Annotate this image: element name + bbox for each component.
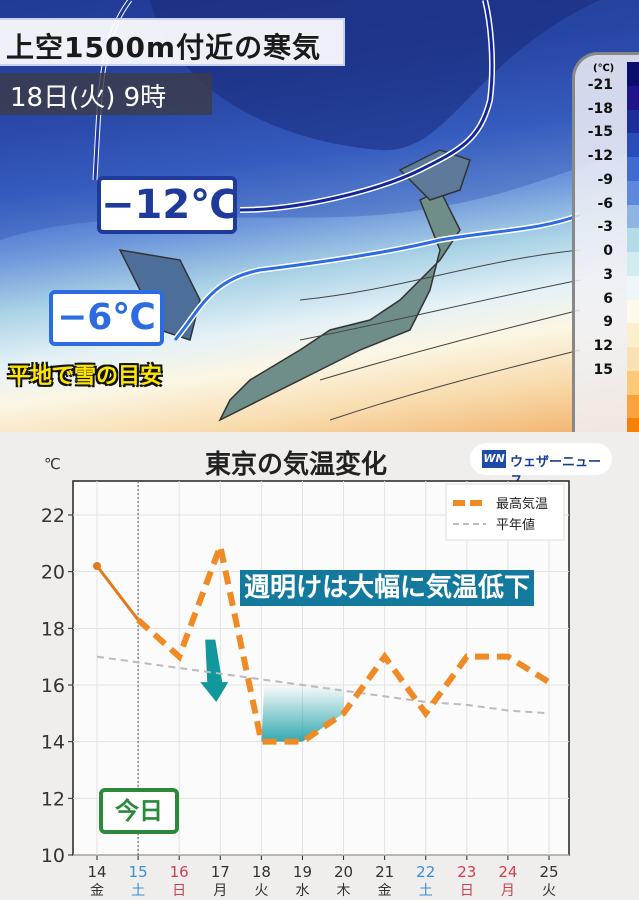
y-axis-unit: ℃: [44, 455, 61, 473]
legend-tick: -6: [597, 195, 613, 212]
legend-swatch: [627, 299, 639, 324]
x-tick-label-weekday: 日: [172, 883, 186, 899]
x-tick-label-day: 16: [170, 863, 189, 881]
series-line-observed: [95, 565, 140, 621]
legend-tick: -3: [597, 219, 613, 236]
legend-swatch: [627, 157, 639, 181]
series-line-max-temp: [136, 535, 551, 745]
y-tick-label: 10: [41, 845, 65, 867]
legend-swatch: [627, 85, 639, 110]
legend-swatch: [627, 370, 639, 395]
x-tick-label-day: 25: [539, 863, 558, 881]
annotation-callout: 週明けは大幅に気温低下: [240, 570, 535, 606]
today-badge: 今日: [99, 788, 179, 834]
legend-tick: 9: [603, 314, 613, 331]
x-tick-label-weekday: 水: [295, 883, 309, 899]
legend-swatch: [627, 252, 639, 276]
temperature-legend: (℃) -21 -18 -15 -12 -9 -6 -3 0 3 6 9 12 15: [572, 52, 639, 432]
wn-logo-mark: WN: [482, 450, 506, 468]
legend-swatch: [627, 418, 639, 432]
legend-swatch: [627, 109, 639, 134]
legend-color-bar: [627, 62, 639, 432]
legend-swatch: [627, 204, 639, 229]
y-tick-label: 14: [41, 732, 65, 754]
legend-tick: 3: [603, 266, 613, 283]
legend-unit: (℃): [593, 63, 615, 74]
cooling-shade: [261, 685, 344, 742]
legend-label-max-temp: 最高気温: [496, 496, 548, 512]
legend-label-normal: 平年値: [496, 517, 535, 533]
legend-swatch: [627, 323, 639, 347]
isotherm-label-minus12: −12℃: [97, 176, 239, 234]
isotherm-label-minus6: −6℃: [49, 290, 164, 346]
legend-tick: -15: [587, 124, 613, 141]
x-tick-label-weekday: 金: [90, 883, 104, 899]
x-tick-label-day: 21: [375, 863, 394, 881]
annotation-text: 週明けは大幅に気温低下: [244, 573, 531, 603]
x-tick-label-day: 19: [293, 863, 312, 881]
x-tick-label-weekday: 日: [460, 883, 474, 899]
x-tick-label-weekday: 月: [213, 883, 227, 899]
y-tick-label: 18: [41, 618, 65, 640]
map-datetime: 18日(火) 9時: [0, 73, 212, 115]
legend-swatch: [627, 62, 639, 86]
legend-swatch: [627, 394, 639, 419]
x-tick-label-day: 14: [87, 863, 106, 881]
legend-tick: -12: [587, 148, 613, 164]
legend-tick: 15: [593, 361, 613, 378]
x-tick-label-day: 15: [129, 863, 148, 881]
x-tick-label-weekday: 木: [337, 883, 351, 899]
legend-tick: 12: [593, 338, 613, 354]
x-tick-label-weekday: 金: [378, 883, 392, 899]
chart-title: 東京の気温変化: [205, 450, 388, 480]
legend-swatch: [627, 347, 639, 371]
legend-tick: -9: [597, 171, 613, 188]
chart-legend: [445, 483, 565, 541]
legend-swatch: [627, 133, 639, 157]
cold-air-map: 上空1500m付近の寒気 18日(火) 9時 −12℃ −6℃ 平地で雪の目安 …: [0, 0, 639, 432]
snow-guide-note: 平地で雪の目安: [8, 364, 163, 389]
x-tick-label-weekday: 土: [419, 883, 433, 899]
x-tick-label-day: 18: [252, 863, 271, 881]
x-tick-label-weekday: 火: [254, 883, 268, 899]
x-tick-label-day: 22: [416, 863, 435, 881]
legend-swatch: [627, 228, 639, 252]
data-point: [93, 562, 101, 570]
x-tick-label-weekday: 土: [131, 883, 145, 899]
legend-swatch: [627, 180, 639, 205]
legend-tick: -18: [587, 100, 613, 117]
x-tick-label-day: 23: [457, 863, 476, 881]
y-tick-label: 12: [41, 788, 65, 810]
legend-swatch: [627, 275, 639, 300]
y-tick-label: 20: [41, 562, 65, 584]
weathernews-logo: WNウェザーニュース: [470, 443, 612, 489]
x-tick-label-day: 24: [498, 863, 517, 881]
legend-tick: -21: [587, 76, 613, 93]
series-line-normal: [96, 655, 550, 715]
legend-tick: 0: [603, 243, 613, 259]
x-tick-label-day: 17: [211, 863, 230, 881]
legend-tick: 6: [603, 290, 613, 307]
x-tick-label-weekday: 火: [542, 883, 556, 899]
y-tick-label: 16: [41, 675, 65, 697]
x-tick-label-weekday: 月: [501, 883, 515, 899]
x-tick-label-day: 20: [334, 863, 353, 881]
down-arrow-icon: [200, 639, 229, 702]
y-tick-label: 22: [41, 505, 65, 527]
map-title: 上空1500m付近の寒気: [0, 18, 345, 66]
